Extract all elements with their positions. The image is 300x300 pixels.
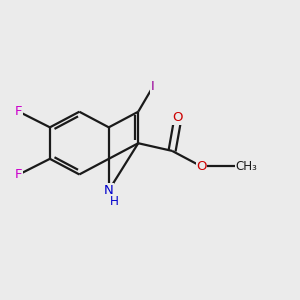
Text: CH₃: CH₃ (236, 160, 257, 173)
Text: F: F (15, 105, 23, 118)
Text: O: O (196, 160, 207, 173)
Text: F: F (15, 168, 23, 181)
Text: H: H (110, 195, 118, 208)
Text: I: I (151, 80, 155, 93)
Text: N: N (104, 184, 114, 197)
Text: O: O (173, 111, 183, 124)
